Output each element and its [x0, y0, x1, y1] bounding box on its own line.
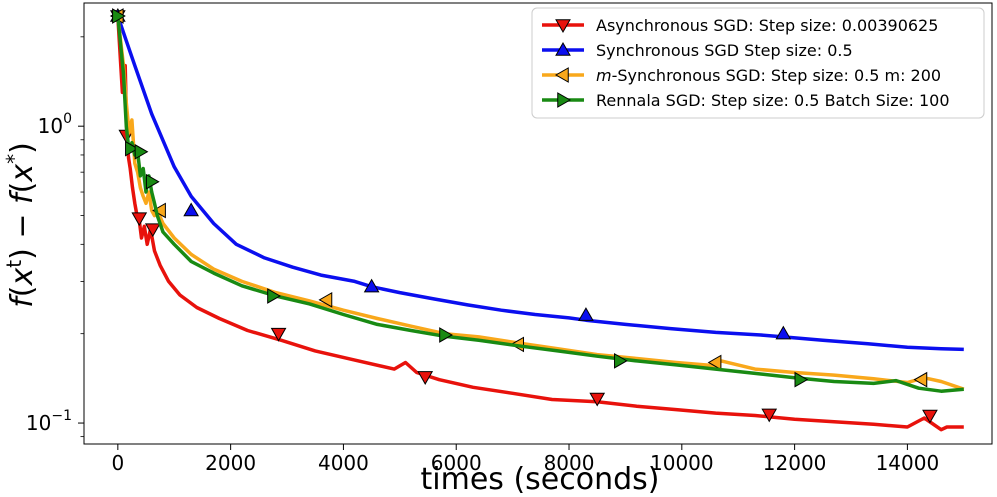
series-marker	[614, 352, 628, 369]
legend-item: Asynchronous SGD: Step size: 0.00390625	[542, 16, 938, 35]
series-marker	[913, 371, 928, 388]
series-marker	[439, 327, 453, 343]
x-tick-label: 2000	[205, 451, 256, 475]
y-axis-label: f(xt) − f(x*)	[2, 142, 40, 308]
plot-frame	[83, 2, 993, 445]
legend-item: Rennala SGD: Step size: 0.5 Batch Size: …	[542, 91, 950, 110]
series-line	[116, 15, 965, 391]
x-tick-label: 4000	[318, 451, 369, 475]
x-tick-label: 0	[111, 451, 124, 475]
legend-marker	[554, 67, 569, 83]
legend-label: Synchronous SGD Step size: 0.5	[596, 41, 853, 60]
legend: Asynchronous SGD: Step size: 0.00390625 S…	[531, 7, 985, 119]
series-marker	[775, 325, 792, 340]
series-marker	[761, 408, 778, 423]
y-tick-label: 100	[38, 111, 72, 138]
legend-label: Asynchronous SGD: Step size: 0.00390625	[596, 16, 938, 35]
y-tick-label: 10−1	[26, 408, 72, 435]
series-marker	[152, 202, 166, 219]
series-rennala-sgd	[112, 8, 964, 393]
legend-marker	[557, 92, 572, 108]
series-marker	[267, 288, 281, 304]
svg-text:f(xt) − f(x*): f(xt) − f(x*)	[2, 142, 40, 308]
series-line	[116, 15, 964, 393]
series-marker	[922, 409, 938, 424]
series-marker	[270, 327, 287, 342]
legend-marker	[555, 19, 571, 34]
y-axis: 100 10−1	[26, 36, 84, 438]
series-marker	[794, 371, 809, 388]
legend-item: Synchronous SGD Step size: 0.5	[542, 41, 853, 60]
legend-marker	[555, 41, 571, 56]
series-marker	[318, 291, 333, 308]
series-line	[116, 15, 964, 352]
series-marker	[589, 392, 606, 407]
series-marker	[134, 143, 149, 160]
series-marker	[578, 307, 594, 321]
series-marker	[363, 278, 380, 293]
series-layer	[109, 8, 965, 432]
x-axis: 0 2000 4000 6000 8000 10000 12000 14000	[111, 444, 939, 475]
x-tick-label: 10000	[650, 451, 714, 475]
x-tick-label: 6000	[431, 451, 482, 475]
series-marker	[145, 173, 160, 190]
legend-label: Rennala SGD: Step size: 0.5 Batch Size: …	[596, 91, 950, 110]
x-axis-label: times (seconds)	[421, 462, 660, 497]
series-marker	[131, 212, 148, 227]
legend-label: m-Synchronous SGD: Step size: 0.5 m: 200	[596, 66, 941, 85]
x-tick-label: 8000	[544, 451, 595, 475]
legend-item: m-Synchronous SGD: Step size: 0.5 m: 200	[542, 66, 941, 85]
series-marker	[417, 371, 434, 385]
series-marker	[112, 8, 126, 24]
x-tick-label: 14000	[876, 451, 940, 475]
series-marker	[125, 140, 139, 157]
legend-box	[531, 7, 985, 119]
series-marker	[144, 223, 161, 238]
series-marker	[707, 354, 722, 371]
series-line	[116, 15, 964, 432]
series-marker	[183, 202, 200, 217]
x-tick-label: 12000	[763, 451, 827, 475]
